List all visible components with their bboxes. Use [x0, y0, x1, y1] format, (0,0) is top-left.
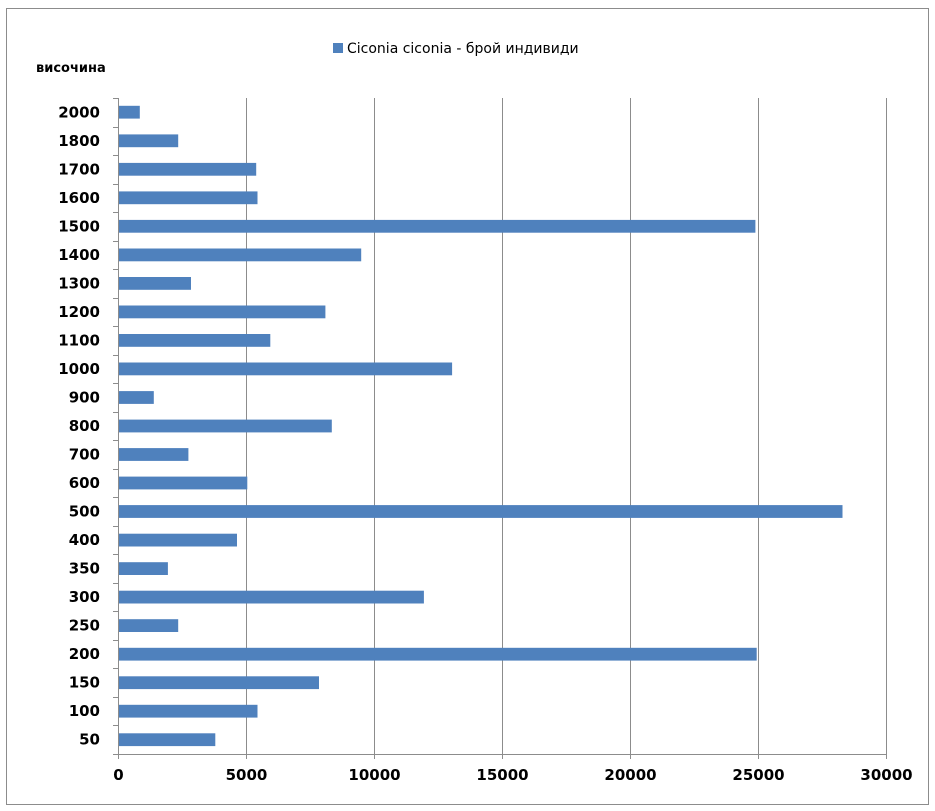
bar [119, 505, 843, 518]
y-tick-label: 800 [69, 417, 100, 435]
legend-swatch [333, 43, 343, 53]
x-tick-label: 10000 [348, 766, 400, 784]
y-tick-label: 1100 [58, 331, 100, 349]
bar [119, 334, 271, 347]
legend: Ciconia ciconia - брой индивиди [333, 41, 579, 57]
y-tick-label: 1000 [58, 360, 100, 378]
labels: 0 5000 10000 15000 20000 25000 30000 50 100 150 20… [58, 103, 912, 784]
y-tick-label: 50 [79, 731, 100, 749]
y-tick-label: 500 [69, 503, 100, 521]
bar [119, 704, 258, 718]
y-tick-label: 100 [69, 702, 100, 720]
bar [119, 391, 154, 404]
bar [119, 162, 257, 176]
y-tick-label: 1500 [58, 217, 100, 235]
bar [119, 476, 248, 490]
x-tick-label: 15000 [476, 766, 528, 784]
bar [119, 248, 362, 262]
bar [119, 419, 332, 433]
y-tick-label: 700 [69, 446, 100, 464]
y-tick-label: 1300 [58, 274, 100, 292]
bar [119, 676, 319, 690]
bar [119, 277, 191, 290]
y-axis-title: височина [36, 61, 106, 76]
bar [119, 533, 237, 547]
x-tick-label: 25000 [732, 766, 784, 784]
x-tick-label: 30000 [860, 766, 912, 784]
axes [113, 98, 887, 759]
y-tick-label: 300 [69, 588, 100, 606]
y-tick-label: 1600 [58, 189, 100, 207]
x-tick-label: 20000 [604, 766, 656, 784]
y-tick-label: 2000 [58, 103, 100, 121]
x-tick-label: 5000 [226, 766, 268, 784]
bar [119, 562, 168, 575]
y-tick-label: 1700 [58, 160, 100, 178]
y-tick-label: 600 [69, 474, 100, 492]
bar [119, 362, 453, 376]
bar [119, 733, 216, 747]
y-tick-label: 400 [69, 531, 100, 549]
bars [119, 105, 843, 747]
y-tick-label: 1200 [58, 303, 100, 321]
x-tick-label: 0 [113, 766, 123, 784]
bar [119, 305, 326, 319]
bar [119, 619, 179, 632]
y-tick-label: 1800 [58, 132, 100, 150]
y-tick-label: 900 [69, 389, 100, 407]
bar [119, 590, 424, 604]
bar [119, 191, 258, 205]
bar [119, 219, 756, 233]
legend-label: Ciconia ciconia - брой индивиди [347, 41, 579, 57]
gridlines [246, 98, 887, 754]
bar [119, 105, 140, 119]
bar [119, 647, 757, 661]
y-tick-label: 200 [69, 645, 100, 663]
bar [119, 134, 179, 148]
y-tick-label: 150 [69, 674, 100, 692]
y-tick-label: 1400 [58, 246, 100, 264]
bar [119, 448, 189, 461]
y-tick-label: 350 [69, 560, 100, 578]
y-tick-label: 250 [69, 617, 100, 635]
